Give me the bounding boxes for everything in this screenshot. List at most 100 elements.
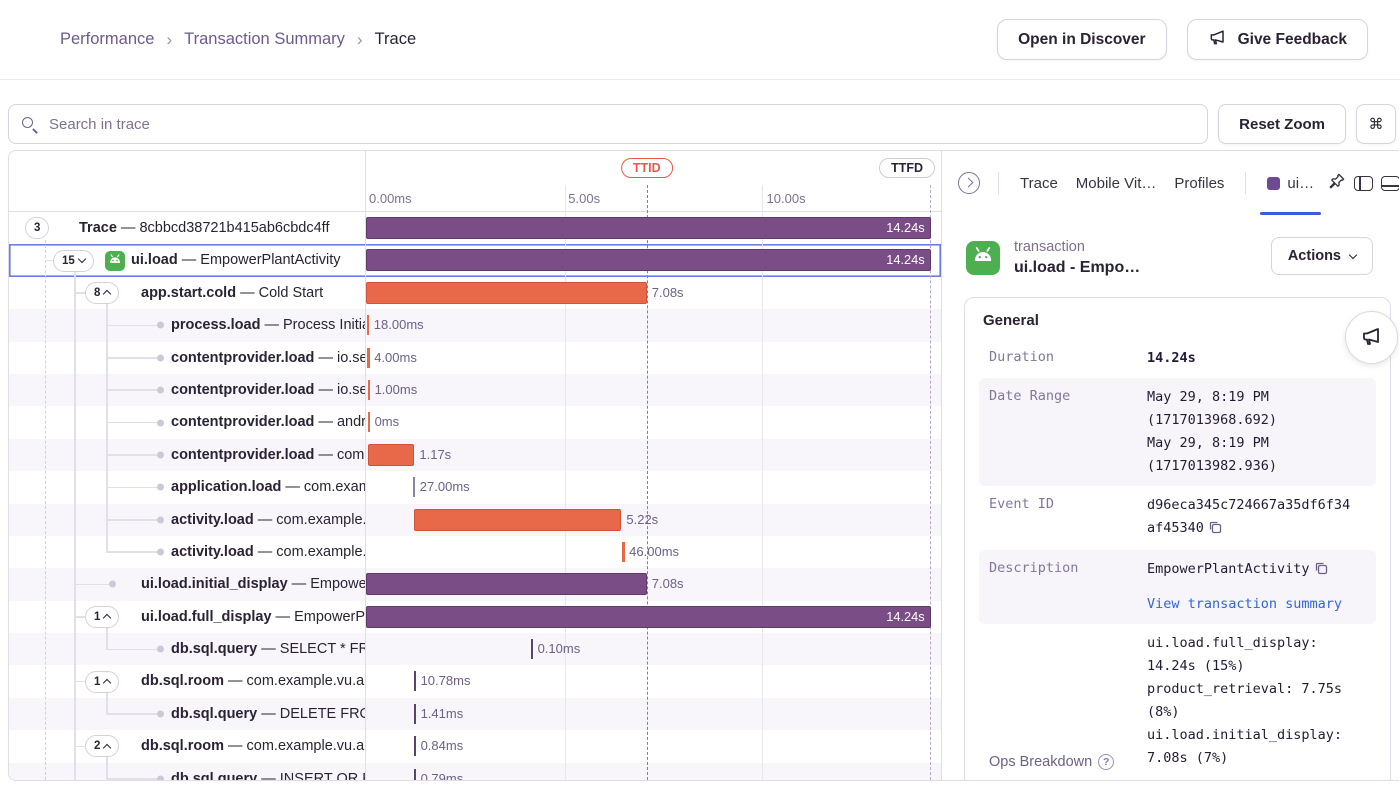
search-icon: [21, 116, 38, 133]
trace-row[interactable]: process.load — Process Initialization 18.…: [9, 309, 941, 342]
trace-row[interactable]: ui.load.initial_display — EmpowerPlantAc…: [9, 568, 941, 601]
tab-profiles[interactable]: Profiles: [1165, 151, 1233, 215]
span-bar[interactable]: 14.24s: [366, 249, 931, 272]
divider: [998, 172, 999, 194]
pin-tab-button[interactable]: [1323, 168, 1350, 198]
span-tree-cell: 8 app.start.cold — Cold Start: [9, 276, 366, 310]
span-tick[interactable]: [367, 412, 371, 433]
tab-trace[interactable]: Trace: [1011, 151, 1067, 215]
expand-pill[interactable]: 8: [85, 281, 120, 304]
trace-row[interactable]: application.load — com.example.vu.androi…: [9, 471, 941, 504]
timeline-axis[interactable]: TTID TTFD 0.00ms 5.00s 10.00s: [366, 151, 941, 211]
span-label: db.sql.query — SELECT * FROM products: [171, 641, 365, 658]
dock-bottom-button[interactable]: [1377, 172, 1399, 195]
chevron-up-icon: [103, 614, 112, 623]
breadcrumb: Performance › Transaction Summary › Trace: [60, 30, 416, 50]
span-tick[interactable]: [413, 671, 417, 692]
breadcrumb-item[interactable]: Transaction Summary: [184, 30, 345, 48]
description-value: EmpowerPlantActivity View transaction su…: [1147, 558, 1352, 616]
span-bar[interactable]: [366, 573, 647, 596]
trace-row[interactable]: 1 db.sql.room — com.example.vu.android.em…: [9, 665, 941, 698]
span-tree-cell: 3 Trace — 8cbbcd38721b415ab6cbdc4ff: [9, 212, 366, 245]
trace-row[interactable]: 2 db.sql.room — com.example.vu.android.em…: [9, 730, 941, 763]
trace-row[interactable]: 15 ui.load — EmpowerPlantActivity 14.24s: [9, 244, 941, 277]
trace-row[interactable]: contentprovider.load — com.example.vu.an…: [9, 438, 941, 472]
collapse-panel-button[interactable]: [954, 168, 986, 198]
span-duration-label: 1.00ms: [374, 381, 418, 397]
trace-row[interactable]: contentprovider.load — io.sentry.android…: [9, 373, 941, 407]
trace-row[interactable]: 8 app.start.cold — Cold Start 7.08s: [9, 276, 941, 310]
trace-rows: 3 Trace — 8cbbcd38721b415ab6cbdc4ff 14.24s…: [9, 212, 941, 780]
chevron-right-icon: ›: [356, 29, 363, 49]
span-tick[interactable]: [366, 315, 370, 336]
span-tree-cell: db.sql.query — DELETE FROM products: [9, 697, 366, 731]
span-bar[interactable]: [367, 443, 415, 466]
search-input[interactable]: [47, 114, 1196, 134]
span-duration-label: 14.24s: [886, 608, 925, 624]
span-label: Trace — 8cbbcd38721b415ab6cbdc4ff: [79, 220, 330, 236]
span-bar[interactable]: 14.24s: [366, 217, 931, 239]
span-bar[interactable]: [366, 281, 647, 304]
trace-row[interactable]: 1 ui.load.full_display — EmpowerPlantActi…: [9, 600, 941, 634]
trace-row[interactable]: activity.load — com.example.vu.android.E…: [9, 535, 941, 569]
span-duration-label: 0.84ms: [420, 738, 464, 754]
span-tick[interactable]: [530, 639, 534, 660]
span-tick[interactable]: [622, 541, 625, 562]
span-duration-label: 14.24s: [886, 252, 925, 268]
tree-connector: [106, 324, 157, 327]
breadcrumb-item[interactable]: Performance: [60, 30, 155, 48]
span-label: app.start.cold — Cold Start: [141, 284, 324, 301]
dock-left-button[interactable]: [1350, 172, 1377, 195]
span-duration-label: 4.00ms: [374, 349, 417, 365]
shortcut-button[interactable]: ⌘: [1356, 104, 1396, 144]
view-transaction-summary-link[interactable]: View transaction summary: [1147, 596, 1343, 612]
tab-mobile-vitals[interactable]: Mobile Vit…: [1067, 151, 1166, 215]
trace-row[interactable]: 3 Trace — 8cbbcd38721b415ab6cbdc4ff 14.24s: [9, 212, 941, 245]
duration-value: 14.24s: [1147, 350, 1196, 366]
chevron-up-icon: [103, 678, 112, 688]
trace-row[interactable]: activity.load — com.example.vu.android.M…: [9, 503, 941, 536]
help-icon[interactable]: ?: [1098, 754, 1115, 770]
expand-pill[interactable]: 1: [85, 605, 120, 628]
expand-pill[interactable]: 1: [85, 670, 120, 693]
span-tree-cell: 1 db.sql.room — com.example.vu.android.em…: [9, 665, 366, 698]
copy-icon[interactable]: [1208, 519, 1222, 542]
trace-row[interactable]: contentprovider.load — androidx.startup.…: [9, 406, 941, 439]
timeline-cell: 0.84ms: [366, 730, 941, 762]
span-tick[interactable]: [367, 379, 371, 400]
timeline-cell: 1.17s: [366, 439, 941, 471]
span-tick[interactable]: [413, 703, 417, 724]
expand-pill[interactable]: 3: [25, 217, 50, 240]
duration-key: Duration: [989, 349, 1055, 365]
expand-pill[interactable]: 15: [53, 249, 94, 272]
tree-connector: [45, 259, 53, 262]
reset-zoom-button[interactable]: Reset Zoom: [1218, 104, 1346, 144]
search-box[interactable]: [8, 104, 1209, 144]
timeline-cell: 14.24s: [366, 601, 941, 633]
span-tree-cell: db.sql.query — SELECT * FROM products: [9, 633, 366, 666]
span-duration-label: 5.22s: [626, 511, 659, 527]
span-tick[interactable]: [413, 768, 417, 780]
event-id-value: d96eca345c724667a35df6f34af45340: [1147, 494, 1352, 542]
feedback-fab[interactable]: [1345, 311, 1398, 364]
give-feedback-button[interactable]: Give Feedback: [1186, 19, 1368, 60]
span-bar[interactable]: 14.24s: [366, 605, 931, 628]
trace-row[interactable]: db.sql.query — DELETE FROM products 1.41m…: [9, 697, 941, 731]
trace-row[interactable]: db.sql.query — INSERT OR REPLACE INTO pr…: [9, 762, 941, 780]
timeline-cell: 7.08s: [366, 277, 941, 309]
general-title: General: [983, 312, 1039, 329]
timeline-cell: 1.41ms: [366, 698, 941, 730]
trace-row[interactable]: db.sql.query — SELECT * FROM products 0.1…: [9, 633, 941, 666]
expand-pill[interactable]: 2: [85, 735, 120, 758]
span-tick[interactable]: [367, 347, 370, 368]
open-in-discover-button[interactable]: Open in Discover: [997, 19, 1167, 60]
span-tick[interactable]: [412, 477, 416, 498]
tab-transaction[interactable]: ui…: [1258, 151, 1323, 215]
tree-dot: [157, 451, 164, 459]
copy-icon[interactable]: [1314, 560, 1328, 583]
actions-button[interactable]: Actions: [1270, 237, 1373, 275]
tree-dot: [157, 645, 164, 653]
span-tick[interactable]: [413, 736, 417, 757]
trace-row[interactable]: contentprovider.load — io.sentry.android…: [9, 341, 941, 374]
span-bar[interactable]: [414, 508, 622, 531]
